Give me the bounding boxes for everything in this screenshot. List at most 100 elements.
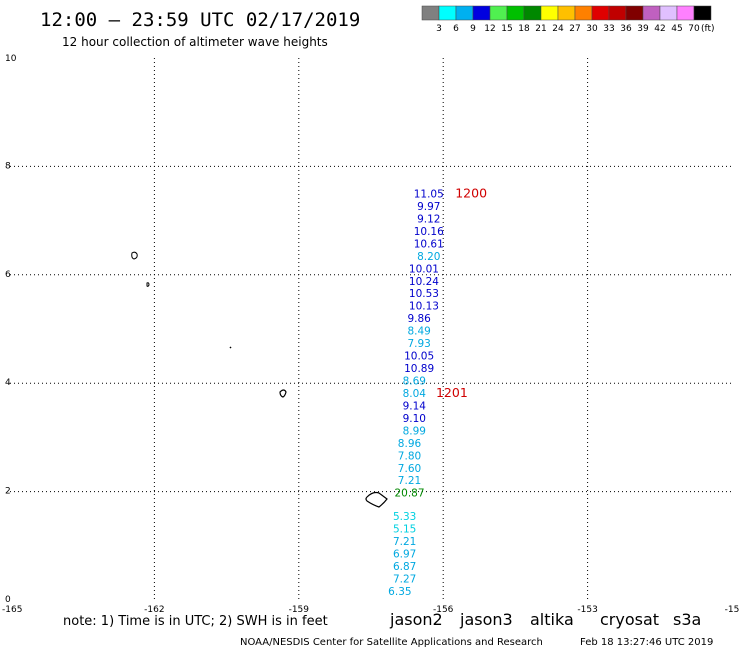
x-tick-label: -162 <box>144 605 164 615</box>
sat-altika: altika <box>530 610 574 629</box>
wave-height-value: 7.21 <box>393 536 416 548</box>
y-tick-label: 6 <box>5 270 11 280</box>
credit-line: NOAA/NESDIS Center for Satellite Applica… <box>240 637 543 648</box>
island-dot <box>229 346 232 349</box>
legend-swatch <box>591 5 610 21</box>
island-oahu <box>279 389 287 398</box>
y-tick-label: 0 <box>5 595 11 605</box>
legend-label: 39 <box>637 24 649 34</box>
legend-swatch <box>438 5 457 21</box>
axis-ticks: -165 -162 -159 -156 -153 -15 0 2 4 6 8 10 <box>2 54 739 615</box>
island-niihau <box>131 251 138 260</box>
render-timestamp: Feb 18 13:27:46 UTC 2019 <box>580 637 713 648</box>
legend-swatch <box>608 5 627 21</box>
legend-label: 6 <box>453 24 459 34</box>
legend-label: 24 <box>552 24 564 34</box>
legend-label: 18 <box>518 24 530 34</box>
legend-label: 33 <box>603 24 614 34</box>
color-legend: 3 6 9 12 15 18 21 24 27 30 33 36 39 42 45 70 (ft) <box>421 5 715 34</box>
wave-height-value: 10.13 <box>409 301 439 313</box>
legend-label: 30 <box>586 24 598 34</box>
wave-height-value: 10.61 <box>414 238 444 250</box>
wave-height-value: 5.15 <box>393 523 416 535</box>
wave-height-value: 7.60 <box>398 463 421 475</box>
wave-height-value: 9.86 <box>407 313 431 325</box>
legend-label: 45 <box>671 24 682 34</box>
legend-swatch <box>574 5 593 21</box>
wave-height-value: 9.97 <box>417 201 440 213</box>
legend-swatch <box>693 5 712 21</box>
wave-height-value: 20.87 <box>394 488 424 500</box>
legend-swatch <box>642 5 661 21</box>
island-outlines <box>131 251 388 508</box>
wave-height-value: 11.05 <box>414 189 444 201</box>
y-tick-label: 8 <box>5 161 11 171</box>
legend-swatch <box>506 5 525 21</box>
wave-height-value: 10.24 <box>409 276 439 288</box>
wave-height-value: 8.20 <box>417 251 440 263</box>
time-label: 1201 <box>436 385 468 400</box>
legend-label: 3 <box>436 24 442 34</box>
x-tick-label: -15 <box>725 605 740 615</box>
legend-label: 42 <box>654 24 665 34</box>
legend-swatch <box>421 5 440 21</box>
legend-label: 12 <box>484 24 495 34</box>
wave-height-value: 10.53 <box>409 288 439 300</box>
wave-height-value: 8.49 <box>407 326 430 338</box>
wave-height-value: 6.97 <box>393 548 416 560</box>
sat-s3a: s3a <box>673 610 701 629</box>
y-tick-label: 2 <box>5 487 11 497</box>
chart-title: 12:00 — 23:59 UTC 02/17/2019 <box>40 9 360 31</box>
legend-label: 15 <box>501 24 512 34</box>
wave-height-value: 7.21 <box>398 475 421 487</box>
legend-swatch <box>625 5 644 21</box>
legend-label: 9 <box>470 24 476 34</box>
y-tick-label: 4 <box>5 378 11 388</box>
chart-subtitle: 12 hour collection of altimeter wave hei… <box>62 35 328 49</box>
island-kauai-small <box>146 282 150 287</box>
legend-label: 70 <box>688 24 700 34</box>
legend-unit: (ft) <box>701 24 715 34</box>
x-tick-label: -153 <box>577 605 597 615</box>
satellite-legend: jason2 jason3 altika cryosat s3a <box>389 610 701 629</box>
wave-height-value: 10.01 <box>409 263 439 275</box>
legend-label: 36 <box>620 24 632 34</box>
wave-height-value: 7.93 <box>407 338 430 350</box>
wave-height-value: 9.10 <box>403 413 426 425</box>
sat-cryosat: cryosat <box>600 610 659 629</box>
sat-jason2: jason2 <box>389 610 443 629</box>
island-hawaii <box>365 491 388 508</box>
wave-height-value: 8.04 <box>403 388 427 400</box>
wave-height-value: 10.89 <box>404 363 434 375</box>
legend-swatch <box>557 5 576 21</box>
wave-height-value: 10.05 <box>404 351 434 363</box>
wave-height-value: 5.33 <box>393 511 416 523</box>
wave-height-value: 9.14 <box>403 400 427 412</box>
wave-height-value: 7.27 <box>393 573 416 585</box>
wave-height-value: 9.12 <box>417 213 440 225</box>
x-tick-label: -159 <box>289 605 310 615</box>
legend-label: 27 <box>569 24 580 34</box>
wave-height-value: 6.35 <box>388 586 411 598</box>
legend-swatch <box>676 5 695 21</box>
legend-swatch <box>472 5 491 21</box>
legend-swatch <box>489 5 508 21</box>
x-tick-label: -165 <box>2 605 22 615</box>
time-labels: 1200 1201 <box>436 186 487 400</box>
wave-height-value: 8.99 <box>403 425 426 437</box>
wave-height-value: 10.16 <box>414 226 444 238</box>
wave-height-value: 8.96 <box>398 438 422 450</box>
wave-height-value: 7.80 <box>398 450 421 462</box>
grid <box>10 58 732 600</box>
wave-height-value: 8.69 <box>403 375 426 387</box>
y-tick-label: 10 <box>5 54 17 64</box>
x-tick-label: -156 <box>433 605 454 615</box>
wave-height-value: 6.87 <box>393 561 416 573</box>
legend-label: 21 <box>535 24 546 34</box>
time-label: 1200 <box>455 186 487 201</box>
legend-swatch <box>455 5 474 21</box>
legend-swatch <box>659 5 678 21</box>
units-note: note: 1) Time is in UTC; 2) SWH is in fe… <box>63 614 328 629</box>
legend-swatch <box>523 5 542 21</box>
